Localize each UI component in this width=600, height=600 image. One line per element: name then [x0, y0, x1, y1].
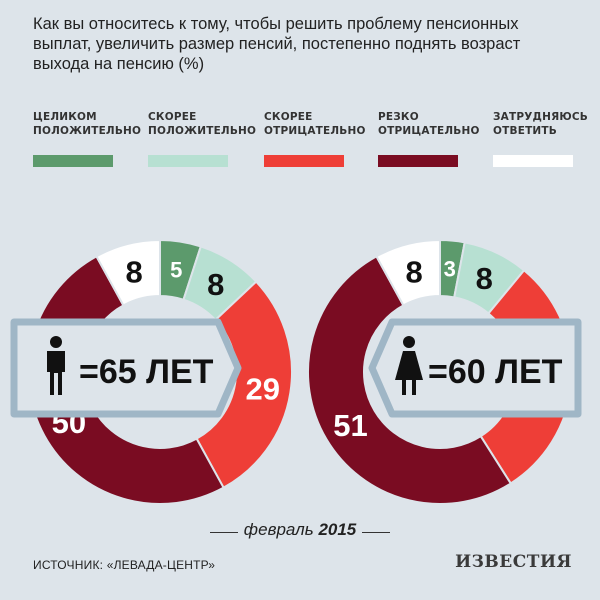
male-icon	[47, 336, 65, 395]
male-age-pointer: =65 ЛЕТ	[10, 318, 242, 418]
legend-swatch	[378, 155, 458, 167]
legend-label: ЦЕЛИКОМ ПОЛОЖИТЕЛЬНО	[33, 111, 142, 137]
legend-item-rather-positive: СКОРЕЕ ПОЛОЖИТЕЛЬНО	[148, 110, 258, 167]
male-age-label: =65 ЛЕТ	[79, 353, 214, 391]
legend-swatch	[493, 155, 573, 167]
brand-logo: ИЗВЕСТИЯ	[455, 552, 572, 572]
female-age-pointer: =60 ЛЕТ	[368, 318, 582, 418]
slice-label: 29	[245, 371, 279, 406]
age-pointers: =65 ЛЕТ =60 ЛЕТ	[10, 318, 582, 418]
legend-item-rather-negative: СКОРЕЕ ОТРИЦАТЕЛЬНО	[264, 110, 374, 167]
slice-label: 8	[476, 261, 493, 296]
survey-date: февраль 2015	[238, 520, 362, 540]
slice-sharply-negative	[27, 254, 225, 505]
slice-label: 51	[333, 408, 367, 443]
slice-label: 3	[444, 256, 456, 281]
legend-item-hard-to-say: ЗАТРУДНЯЮСЬ ОТВЕТИТЬ	[493, 110, 600, 167]
source-note: ИСТОЧНИК: «ЛЕВАДА-ЦЕНТР»	[33, 558, 216, 572]
slice-label: 8	[406, 254, 423, 289]
legend-item-sharply-negative: РЕЗКО ОТРИЦАТЕЛЬНО	[378, 110, 488, 167]
legend: ЦЕЛИКОМ ПОЛОЖИТЕЛЬНО СКОРЕЕ ПОЛОЖИТЕЛЬНО…	[0, 110, 600, 170]
legend-item-fully-positive: ЦЕЛИКОМ ПОЛОЖИТЕЛЬНО	[33, 110, 143, 167]
pointer-outline	[10, 318, 242, 418]
legend-label: СКОРЕЕ ОТРИЦАТЕЛЬНО	[264, 111, 366, 137]
slice-label: 8	[207, 267, 224, 302]
slice-label: 5	[170, 257, 182, 282]
date-year: 2015	[318, 520, 357, 539]
female-age-label: =60 ЛЕТ	[428, 353, 563, 391]
slice-sharply-negative	[306, 254, 513, 506]
legend-swatch	[264, 155, 344, 167]
slice-hard-to-say	[95, 238, 161, 307]
legend-label: СКОРЕЕ ПОЛОЖИТЕЛЬНО	[148, 111, 257, 137]
slice-label: 8	[126, 254, 143, 289]
date-month: февраль	[243, 520, 314, 539]
legend-swatch	[33, 155, 113, 167]
legend-label: ЗАТРУДНЯЮСЬ ОТВЕТИТЬ	[493, 111, 588, 137]
legend-swatch	[148, 155, 228, 167]
legend-label: РЕЗКО ОТРИЦАТЕЛЬНО	[378, 111, 480, 137]
female-icon	[395, 336, 423, 395]
pointer-outline	[368, 318, 582, 418]
slice-hard-to-say	[375, 238, 441, 307]
chart-title: Как вы относитесь к тому, чтобы решить п…	[33, 15, 521, 73]
